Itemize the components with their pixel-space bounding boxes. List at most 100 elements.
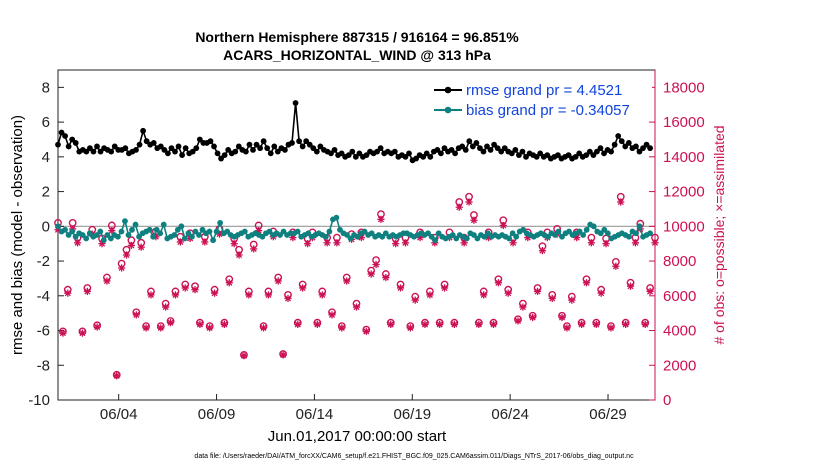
- rmse-point: [108, 148, 115, 155]
- y2-tick-label: 10000: [663, 218, 705, 235]
- obs-assimilated-point: [191, 286, 199, 294]
- obs-assimilated-point: [225, 279, 233, 287]
- asterisk-stroke: [147, 291, 155, 298]
- rmse-point: [143, 138, 150, 145]
- bias-point: [513, 233, 520, 240]
- obs-assimilated-point: [279, 351, 287, 359]
- asterisk-stroke: [529, 314, 536, 321]
- x-tick-label: 06/24: [491, 406, 529, 423]
- rmse-point: [317, 143, 324, 150]
- asterisk-stroke: [627, 283, 634, 290]
- obs-assimilated-point: [166, 319, 175, 327]
- rmse-point: [306, 141, 313, 148]
- rmse-point: [243, 148, 249, 155]
- y-tick-label: 2: [42, 184, 50, 201]
- rmse-point: [264, 145, 271, 152]
- asterisk-stroke: [578, 321, 585, 328]
- rmse-point: [62, 133, 68, 139]
- rmse-point: [345, 152, 352, 159]
- asterisk-stroke: [103, 277, 110, 285]
- obs-assimilated-point: [602, 240, 610, 248]
- obs-assimilated-point: [582, 279, 591, 287]
- obs-assimilated-point: [587, 239, 595, 247]
- rmse-point: [452, 150, 459, 157]
- rmse-point: [313, 148, 320, 155]
- y-tick-label: -2: [37, 253, 50, 270]
- bias-point: [506, 235, 513, 242]
- y2-tick-label: 16000: [663, 114, 705, 131]
- asterisk-stroke: [333, 239, 340, 246]
- obs-assimilated-point: [455, 203, 463, 211]
- obs-assimilated-point: [548, 294, 556, 302]
- asterisk-stroke: [113, 372, 120, 379]
- bias-point: [633, 230, 639, 237]
- rmse-point: [271, 143, 278, 150]
- rmse-point: [601, 150, 607, 157]
- obs-assimilated-point: [568, 296, 576, 304]
- obs-assimilated-point: [626, 282, 635, 290]
- footnote: data file: /Users/raeder/DAI/ATM_forcXX/…: [194, 453, 634, 460]
- obs-assimilated-point: [387, 320, 395, 329]
- rmse-point: [512, 146, 519, 153]
- rmse-point: [640, 145, 646, 152]
- obs-assimilated-point: [631, 239, 640, 247]
- asterisk-stroke: [534, 288, 541, 295]
- obs-assimilated-point: [612, 262, 620, 270]
- asterisk-stroke: [426, 291, 433, 298]
- y-tick-label: -10: [28, 392, 50, 409]
- y-tick-label: -6: [37, 323, 50, 340]
- rmse-point: [122, 145, 129, 152]
- rmse-point: [352, 153, 359, 160]
- asterisk-stroke: [196, 321, 203, 328]
- rmse-point: [636, 148, 643, 155]
- obs-assimilated-point: [127, 241, 136, 250]
- obs-assimilated-point: [240, 352, 248, 360]
- obs-assimilated-point: [235, 251, 243, 259]
- obs-assimilated-point: [641, 320, 649, 329]
- bias-point: [160, 221, 167, 228]
- bias-point: [626, 233, 632, 240]
- asterisk-stroke: [284, 295, 292, 302]
- rmse-point: [196, 136, 203, 143]
- obs-assimilated-point: [646, 287, 654, 296]
- rmse-point: [211, 143, 217, 150]
- obs-assimilated-point: [78, 329, 87, 337]
- rmse-point: [487, 146, 494, 153]
- asterisk-stroke: [651, 239, 659, 246]
- rmse-point: [459, 143, 466, 150]
- asterisk-stroke: [294, 321, 301, 328]
- obs-assimilated-point: [460, 239, 468, 247]
- asterisk-stroke: [162, 304, 169, 311]
- asterisk-stroke: [495, 279, 502, 286]
- obs-assimilated-point: [118, 264, 126, 272]
- asterisk-stroke: [539, 247, 546, 254]
- obs-assimilated-point: [396, 284, 405, 292]
- y2-tick-label: 0: [663, 392, 671, 409]
- asterisk-stroke: [480, 291, 487, 298]
- obs-assimilated-point: [176, 238, 184, 246]
- bias-point: [463, 235, 470, 242]
- asterisk-stroke: [519, 304, 526, 311]
- y2-tick-label: 6000: [663, 288, 696, 305]
- rmse-point: [150, 140, 157, 146]
- rmse-point: [618, 138, 625, 145]
- legend-rmse-label: rmse grand pr = 4.4521: [466, 82, 622, 99]
- rmse-point: [406, 150, 412, 157]
- asterisk-stroke: [353, 304, 360, 311]
- bias-point: [178, 223, 185, 230]
- y2-tick-label: 2000: [663, 357, 696, 374]
- obs-assimilated-point: [421, 320, 429, 329]
- obs-assimilated-point: [59, 329, 67, 337]
- obs-assimilated-point: [577, 320, 586, 329]
- rmse-point: [182, 145, 189, 152]
- obs-assimilated-point: [494, 279, 503, 287]
- rmse-point: [519, 148, 526, 155]
- y2-tick-label: 12000: [663, 184, 705, 201]
- asterisk-stroke: [505, 290, 512, 297]
- asterisk-stroke: [133, 311, 140, 318]
- rmse-point: [523, 153, 529, 160]
- rmse-point: [466, 138, 473, 145]
- rmse-point: [250, 146, 256, 153]
- bias-point: [62, 226, 68, 233]
- obs-assimilated-point: [529, 313, 537, 322]
